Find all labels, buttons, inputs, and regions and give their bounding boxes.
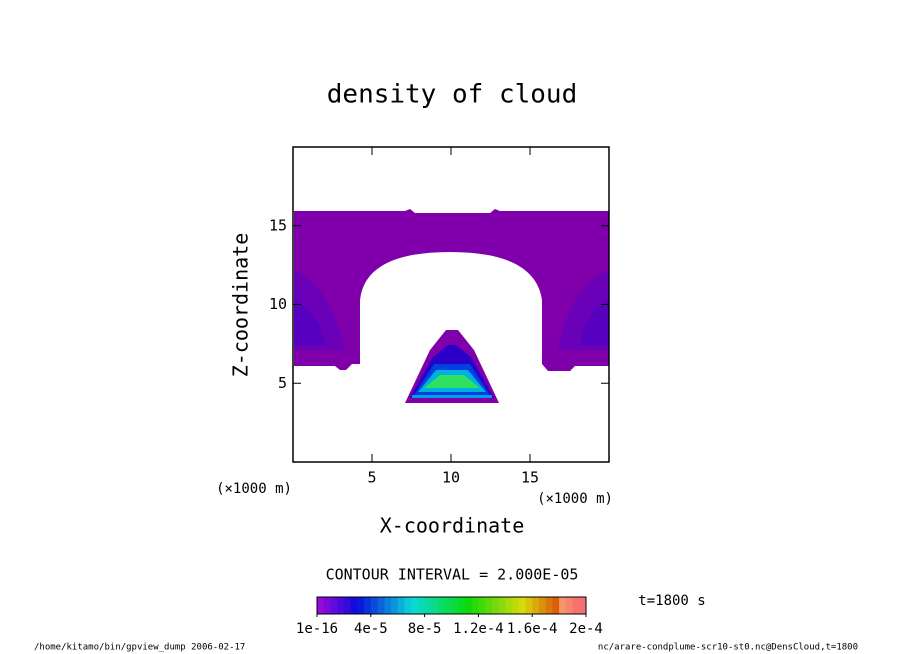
- colorbar-cell: [364, 597, 372, 614]
- colorbar-cell: [444, 597, 452, 614]
- contour-fill: [294, 209, 609, 403]
- colorbar-cell: [485, 597, 493, 614]
- colorbar-cell: [552, 597, 560, 614]
- colorbar-cell: [505, 597, 513, 614]
- x-tick-label: 10: [442, 469, 460, 487]
- colorbar-cell: [532, 597, 540, 614]
- colorbar-cell: [451, 597, 459, 614]
- colorbar-cell: [525, 597, 533, 614]
- colorbar: 1e-16 4e-5 8e-5 1.2e-4 1.6e-4 2e-4: [296, 596, 603, 637]
- colorbar-cell: [458, 597, 466, 614]
- colorbar-cell: [384, 597, 392, 614]
- colorbar-cell: [411, 597, 419, 614]
- colorbar-cell: [343, 597, 352, 614]
- y-tick-label: 5: [278, 374, 287, 392]
- colorbar-cell: [330, 597, 338, 614]
- colorbar-cell: [431, 597, 439, 614]
- x-tick-label: 5: [367, 469, 376, 487]
- colorbar-cell: [471, 597, 479, 614]
- x-axis-label: X-coordinate: [380, 514, 525, 538]
- colorbar-cell: [478, 597, 486, 614]
- y-unit: (×1000 m): [216, 481, 292, 497]
- colorbar-tick-label: 1.6e-4: [507, 621, 558, 637]
- y-tick-label: 10: [269, 295, 287, 313]
- colorbar-cell: [579, 597, 587, 614]
- colorbar-cell: [438, 597, 446, 614]
- colorbar-cell: [559, 597, 567, 614]
- colorbar-cell: [323, 597, 331, 614]
- colorbar-cell: [424, 597, 432, 614]
- colorbar-tick-label: 1.2e-4: [453, 621, 504, 637]
- colorbar-tick-label: 4e-5: [354, 621, 388, 637]
- colorbar-frame: [316, 596, 587, 615]
- time-label: t=1800 s: [638, 593, 705, 609]
- colorbar-cell: [404, 597, 412, 614]
- colorbar-cell: [464, 597, 473, 614]
- colorbar-cell: [491, 597, 500, 614]
- colorbar-tick-label: 8e-5: [408, 621, 442, 637]
- y-axis-label: Z-coordinate: [229, 233, 253, 378]
- footer-right: nc/arare-condplume-scr10-st0.nc@DensClou…: [598, 643, 858, 653]
- colorbar-cell: [498, 597, 506, 614]
- colorbar-cell: [377, 597, 385, 614]
- colorbar-cell: [350, 597, 358, 614]
- colorbar-cell: [357, 597, 365, 614]
- colorbar-cell: [390, 597, 399, 614]
- colorbar-cell: [512, 597, 520, 614]
- colorbar-cell: [417, 597, 426, 614]
- colorbar-cell: [545, 597, 553, 614]
- y-tick-label: 15: [269, 216, 287, 234]
- x-unit: (×1000 m): [537, 491, 613, 507]
- x-tick-label: 15: [521, 469, 539, 487]
- colorbar-cell: [337, 597, 345, 614]
- colorbar-cell: [518, 597, 526, 614]
- footer-left: /home/kitamo/bin/gpview_dump 2006-02-17: [34, 643, 245, 653]
- chart-title: density of cloud: [327, 80, 577, 110]
- colorbar-cell: [565, 597, 574, 614]
- colorbar-tick-label: 1e-16: [296, 621, 338, 637]
- colorbar-tick-label: 2e-4: [569, 621, 603, 637]
- colorbar-cell: [397, 597, 405, 614]
- colorbar-cell: [370, 597, 379, 614]
- colorbar-cell: [317, 597, 325, 614]
- colorbar-cell: [572, 597, 580, 614]
- colorbar-cell: [538, 597, 547, 614]
- contour-interval: CONTOUR INTERVAL = 2.000E-05: [326, 566, 579, 584]
